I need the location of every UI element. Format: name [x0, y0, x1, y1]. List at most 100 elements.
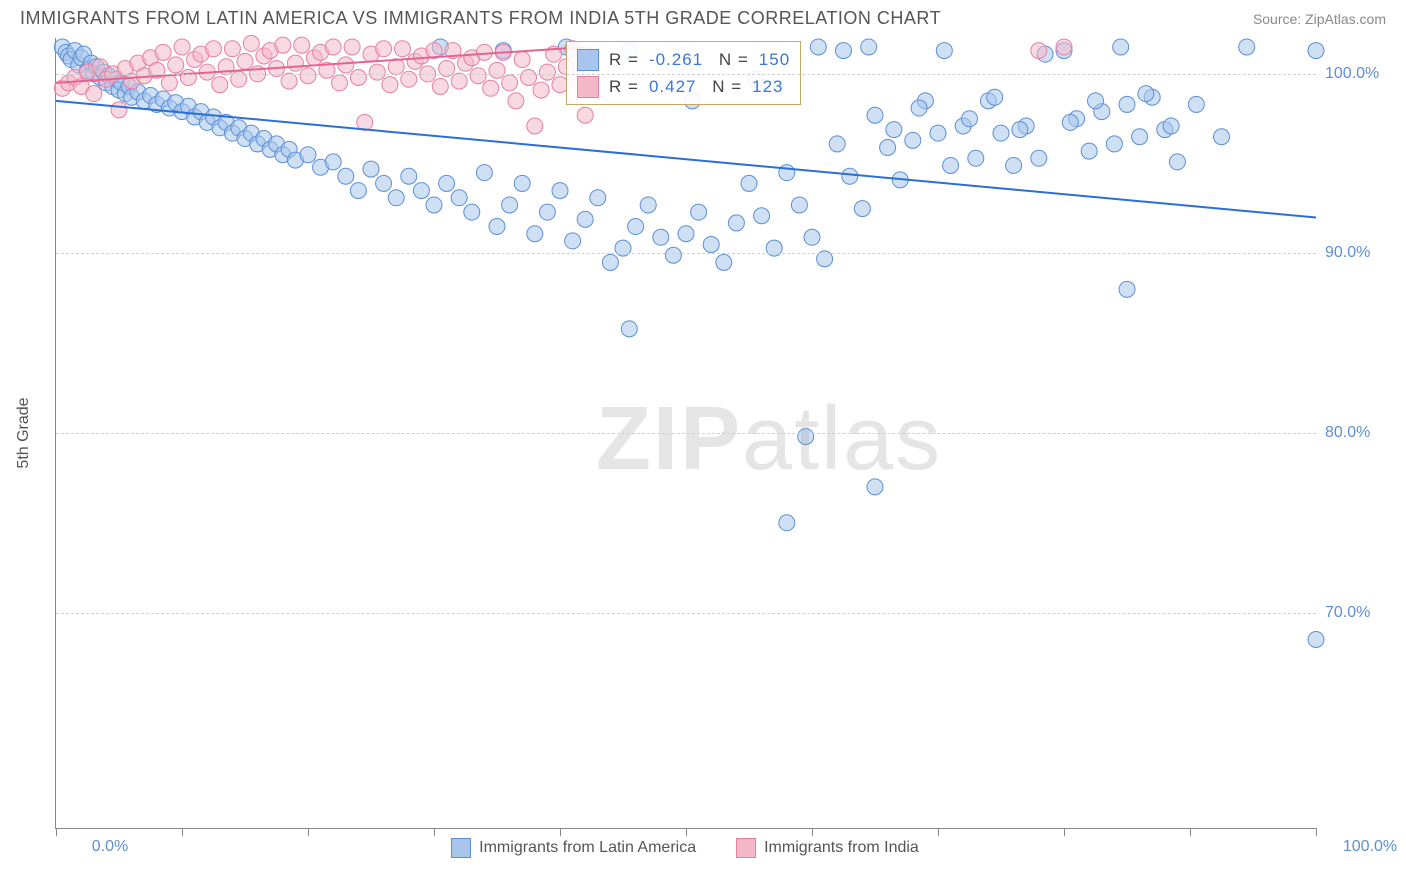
scatter-point — [867, 107, 883, 123]
scatter-point — [338, 57, 354, 73]
scatter-point — [754, 208, 770, 224]
scatter-point — [1138, 86, 1154, 102]
scatter-point — [527, 118, 543, 134]
scatter-point — [325, 39, 341, 55]
scatter-point — [911, 100, 927, 116]
scatter-point — [363, 161, 379, 177]
scatter-point — [804, 229, 820, 245]
gridline-h — [56, 74, 1316, 75]
scatter-point — [539, 204, 555, 220]
scatter-point — [640, 197, 656, 213]
scatter-point — [1239, 39, 1255, 55]
scatter-point — [237, 53, 253, 69]
stats-row-0: R = -0.261 N = 150 — [577, 46, 790, 73]
scatter-point — [350, 70, 366, 86]
scatter-point — [111, 102, 127, 118]
legend-label: Immigrants from India — [764, 839, 919, 857]
scatter-point — [300, 147, 316, 163]
scatter-point — [382, 77, 398, 93]
scatter-point — [432, 78, 448, 94]
scatter-point — [741, 175, 757, 191]
ytick-label: 100.0% — [1325, 65, 1379, 83]
scatter-point — [539, 64, 555, 80]
chart-area: 5th Grade ZIPatlas R = -0.261 N = 150 R … — [55, 38, 1385, 828]
scatter-point — [294, 37, 310, 53]
gridline-h — [56, 613, 1316, 614]
scatter-point — [451, 73, 467, 89]
plot-region: ZIPatlas R = -0.261 N = 150 R = 0.427 N … — [55, 38, 1316, 829]
scatter-point — [577, 107, 593, 123]
scatter-point — [483, 80, 499, 96]
scatter-point — [369, 64, 385, 80]
scatter-point — [1308, 631, 1324, 647]
scatter-point — [439, 175, 455, 191]
scatter-point — [489, 62, 505, 78]
scatter-point — [388, 190, 404, 206]
scatter-point — [1119, 96, 1135, 112]
scatter-point — [521, 70, 537, 86]
ytick-label: 90.0% — [1325, 244, 1370, 262]
legend-item: Immigrants from India — [736, 838, 919, 858]
scatter-point — [861, 39, 877, 55]
scatter-point — [829, 136, 845, 152]
scatter-point — [653, 229, 669, 245]
xtick — [434, 828, 435, 836]
regression-line — [56, 101, 1316, 218]
title-bar: IMMIGRANTS FROM LATIN AMERICA VS IMMIGRA… — [0, 0, 1406, 33]
ytick-label: 70.0% — [1325, 604, 1370, 622]
scatter-point — [325, 154, 341, 170]
scatter-point — [716, 254, 732, 270]
xtick-label: 0.0% — [92, 838, 128, 856]
scatter-point — [212, 77, 228, 93]
scatter-point — [1169, 154, 1185, 170]
ytick-label: 80.0% — [1325, 424, 1370, 442]
stat-r-val-1: 0.427 — [649, 73, 697, 100]
scatter-point — [470, 68, 486, 84]
stats-swatch-0 — [577, 49, 599, 71]
scatter-point — [401, 168, 417, 184]
xtick — [1064, 828, 1065, 836]
xtick — [1190, 828, 1191, 836]
scatter-point — [451, 190, 467, 206]
scatter-point — [168, 57, 184, 73]
scatter-point — [180, 70, 196, 86]
scatter-point — [1056, 39, 1072, 55]
scatter-point — [905, 132, 921, 148]
scatter-point — [426, 197, 442, 213]
scatter-point — [1031, 150, 1047, 166]
scatter-point — [565, 233, 581, 249]
scatter-point — [993, 125, 1009, 141]
scatter-point — [577, 211, 593, 227]
scatter-point — [275, 37, 291, 53]
scatter-point — [514, 175, 530, 191]
scatter-point — [376, 41, 392, 57]
xtick — [56, 828, 57, 836]
xtick — [182, 828, 183, 836]
stats-swatch-1 — [577, 76, 599, 98]
stat-n-val-1: 123 — [752, 73, 783, 100]
stat-r-label-1: R = — [609, 73, 639, 100]
scatter-point — [476, 165, 492, 181]
scatter-point — [287, 55, 303, 71]
scatter-point — [1132, 129, 1148, 145]
scatter-point — [1214, 129, 1230, 145]
scatter-point — [854, 201, 870, 217]
scatter-point — [533, 82, 549, 98]
scatter-point — [703, 236, 719, 252]
scatter-point — [527, 226, 543, 242]
scatter-point — [1163, 118, 1179, 134]
scatter-point — [489, 219, 505, 235]
scatter-point — [86, 86, 102, 102]
scatter-point — [987, 89, 1003, 105]
xtick — [686, 828, 687, 836]
scatter-point — [1113, 39, 1129, 55]
scatter-point — [243, 35, 259, 51]
gridline-h — [56, 253, 1316, 254]
legend-label: Immigrants from Latin America — [479, 839, 696, 857]
scatter-point — [678, 226, 694, 242]
scatter-point — [1088, 93, 1104, 109]
stat-r-val-0: -0.261 — [649, 46, 703, 73]
scatter-point — [224, 41, 240, 57]
scatter-point — [628, 219, 644, 235]
scatter-point — [621, 321, 637, 337]
